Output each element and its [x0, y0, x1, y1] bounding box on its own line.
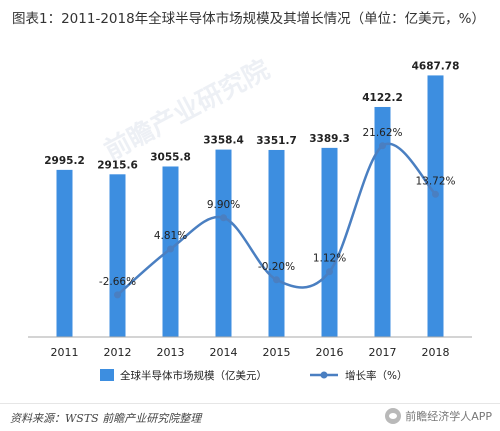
growth-rate-point — [326, 268, 333, 276]
brand: 前瞻经济学人APP — [385, 408, 492, 424]
x-tick-label: 2016 — [316, 346, 344, 359]
growth-rate-point — [273, 276, 280, 284]
bar-value-label: 3351.7 — [256, 135, 297, 147]
wechat-icon — [385, 408, 402, 424]
legend-bar-swatch — [100, 369, 114, 381]
chart-canvas: 2995.2 2915.6 3055.8 3358.4 3351.7 3389.3 4122… — [28, 60, 472, 382]
legend-line-marker — [320, 371, 328, 379]
growth-rate-label: -2.66% — [99, 276, 136, 288]
bar-value-label: 4687.78 — [412, 60, 460, 72]
growth-rate-label: 1.12% — [313, 253, 346, 265]
bar — [321, 147, 338, 337]
brand-label: 前瞻经济学人APP — [405, 410, 492, 423]
x-tick-label: 2012 — [104, 346, 132, 359]
bar-value-label: 2915.6 — [97, 159, 138, 171]
x-tick-label: 2014 — [210, 346, 238, 359]
source-note: 资料来源：WSTS 前瞻产业研究院整理 — [10, 412, 202, 425]
growth-rate-label: 21.62% — [362, 127, 402, 139]
x-tick-label: 2017 — [369, 346, 397, 359]
bar — [374, 106, 391, 338]
growth-rate-point — [220, 214, 227, 222]
legend-line-label: 增长率（%） — [345, 369, 407, 382]
legend-bar-label: 全球半导体市场规模（亿美元） — [120, 369, 267, 382]
bar — [427, 75, 444, 337]
growth-rate-point — [379, 142, 386, 150]
growth-rate-label: 4.81% — [154, 230, 187, 242]
bar-value-label: 4122.2 — [362, 92, 403, 104]
growth-rate-label: 13.72% — [415, 175, 455, 187]
footer: 资料来源：WSTS 前瞻产业研究院整理 前瞻经济学人APP — [0, 403, 500, 431]
bar — [109, 174, 126, 337]
growth-rate-point — [432, 190, 439, 198]
x-tick-label: 2015 — [263, 346, 291, 359]
growth-rate-point — [167, 245, 174, 253]
x-tick-label: 2018 — [422, 346, 450, 359]
bar-value-label: 3055.8 — [150, 151, 191, 163]
bar — [215, 149, 232, 337]
bar — [268, 149, 285, 337]
growth-rate-label: -0.20% — [258, 261, 295, 273]
chart-title: 图表1：2011-2018年全球半导体市场规模及其增长情况（单位：亿美元，%） — [12, 11, 486, 27]
x-tick-label: 2011 — [51, 346, 79, 359]
bar — [56, 169, 73, 337]
bar-value-label: 2995.2 — [44, 155, 85, 167]
x-tick-label: 2013 — [157, 346, 185, 359]
bar-value-label: 3358.4 — [203, 135, 244, 147]
bar-value-label: 3389.3 — [309, 133, 350, 145]
growth-rate-label: 9.90% — [207, 199, 240, 211]
growth-rate-point — [114, 291, 121, 299]
